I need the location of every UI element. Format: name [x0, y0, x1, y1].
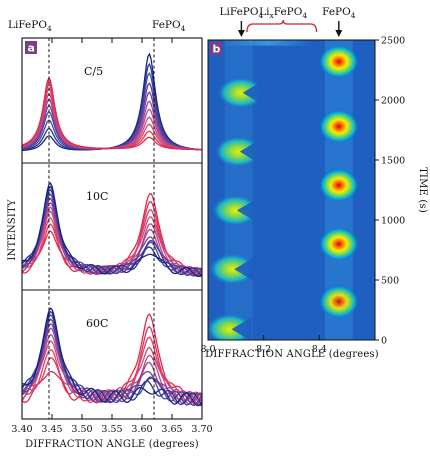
panel-a-xlabel: DIFFRACTION ANGLE (degrees) — [25, 439, 199, 450]
panel-b-xlabel: DIFFRACTION ANGLE (degrees) — [205, 349, 379, 360]
fepo4-spot — [318, 168, 359, 203]
spectrum-line — [22, 310, 202, 406]
panel-b-letter: b — [213, 43, 221, 56]
panel-a-label-lifepo4: LiFePO4 — [8, 19, 52, 33]
lifepo4-chevron — [209, 194, 258, 227]
y-tick-label: 1500 — [381, 156, 405, 167]
subpanel-c-over-5 — [22, 52, 202, 152]
heatmap — [208, 40, 359, 340]
fepo4-spot — [318, 44, 359, 79]
panel-a-x-axis: 3.40 3.45 3.50 3.55 3.60 3.65 3.70 — [11, 38, 213, 435]
y-tick-label: 2500 — [381, 36, 405, 47]
spectrum-line — [22, 185, 202, 277]
panel-a-letter-box — [25, 41, 37, 54]
y-tick-label: 2000 — [381, 96, 405, 107]
y-tick-label: 1000 — [381, 216, 405, 227]
rate-label-c-over-5: C/5 — [84, 65, 103, 78]
phase-bracket — [246, 19, 318, 33]
subpanel-10c — [22, 182, 202, 278]
phase-arrowhead — [335, 30, 343, 37]
panel-a-letter: a — [28, 42, 35, 55]
x-tick-label: 3.70 — [191, 424, 212, 435]
panel-b-letter-box — [210, 42, 222, 55]
lifepo4-chevron — [208, 253, 255, 286]
x-tick-label: 3.55 — [101, 424, 122, 435]
phase-label: LixFePO4 — [259, 6, 307, 20]
panel-b-x-axis: 8.0 8.2 8.4 — [200, 335, 327, 355]
fepo4-spot — [318, 227, 359, 261]
panel-a: LiFePO4 FePO4 C/5 10C 60C a 3.40 3.45 3.50… — [7, 19, 213, 450]
lifepo4-chevron — [214, 76, 263, 109]
spectrum-line — [22, 318, 202, 406]
spectrum-line — [22, 52, 202, 152]
spectrum-line — [22, 197, 202, 278]
spectrum-line — [22, 182, 202, 277]
x-tick-label: 3.65 — [161, 424, 182, 435]
x-tick-label: 8.4 — [312, 344, 327, 355]
phase-label: FePO4 — [322, 6, 356, 20]
x-tick-label: 3.50 — [71, 424, 92, 435]
spectrum-line — [22, 193, 202, 277]
lifepo4-chevron — [208, 313, 252, 340]
rate-label-10c: 10C — [86, 190, 108, 203]
panel-b-ylabel: TIME (s) — [417, 167, 428, 213]
rate-label-60c: 60C — [86, 317, 108, 330]
x-tick-label: 8.2 — [256, 344, 271, 355]
spectrum-line — [22, 87, 202, 151]
panel-a-ylabel: INTENSITY — [7, 199, 18, 260]
spectrum-line — [22, 322, 202, 407]
x-tick-label: 3.60 — [131, 424, 152, 435]
top-streak — [221, 40, 314, 46]
panel-b-y-axis: 0 500 1000 1500 2000 2500 — [375, 36, 405, 347]
phase-arrowhead — [237, 30, 245, 37]
panel-b-frame — [207, 39, 376, 341]
fepo4-spot — [318, 284, 359, 319]
x-tick-label: 3.40 — [11, 424, 32, 435]
phase-label: LiFePO4 — [220, 6, 264, 20]
fepo4-spot — [318, 109, 359, 144]
spectrum-line — [22, 76, 202, 151]
y-tick-label: 500 — [381, 276, 399, 287]
x-tick-label: 3.45 — [41, 424, 62, 435]
panel-a-label-fepo4: FePO4 — [152, 19, 186, 33]
subpanel-60c — [22, 307, 202, 407]
y-tick-label: 0 — [381, 336, 387, 347]
spectrum-line — [22, 307, 202, 407]
x-tick-label: 8.0 — [200, 344, 215, 355]
lifepo4-chevron — [211, 135, 260, 168]
